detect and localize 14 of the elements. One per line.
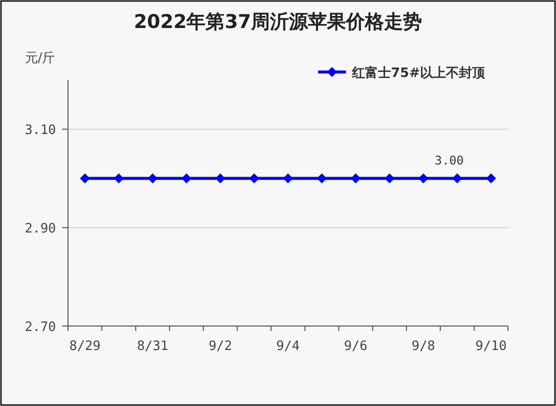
y-axis-title: 元/斤 [24,51,56,66]
x-tick-label: 9/8 [412,339,436,354]
y-tick-label: 2.90 [24,222,56,237]
x-tick-label: 8/31 [136,339,168,354]
x-tick-label: 9/2 [208,339,232,354]
chart-title: 2022年第37周沂源苹果价格走势 [134,11,422,33]
x-tick-label: 8/29 [69,339,101,354]
x-tick-label: 9/6 [344,339,368,354]
y-tick-label: 2.70 [24,320,56,335]
data-label: 3.00 [434,153,464,168]
x-tick-label: 9/10 [475,339,507,354]
legend-label: 红富士75#以上不封顶 [351,65,486,81]
x-tick-label: 9/4 [276,339,300,354]
y-tick-label: 3.10 [24,123,56,138]
